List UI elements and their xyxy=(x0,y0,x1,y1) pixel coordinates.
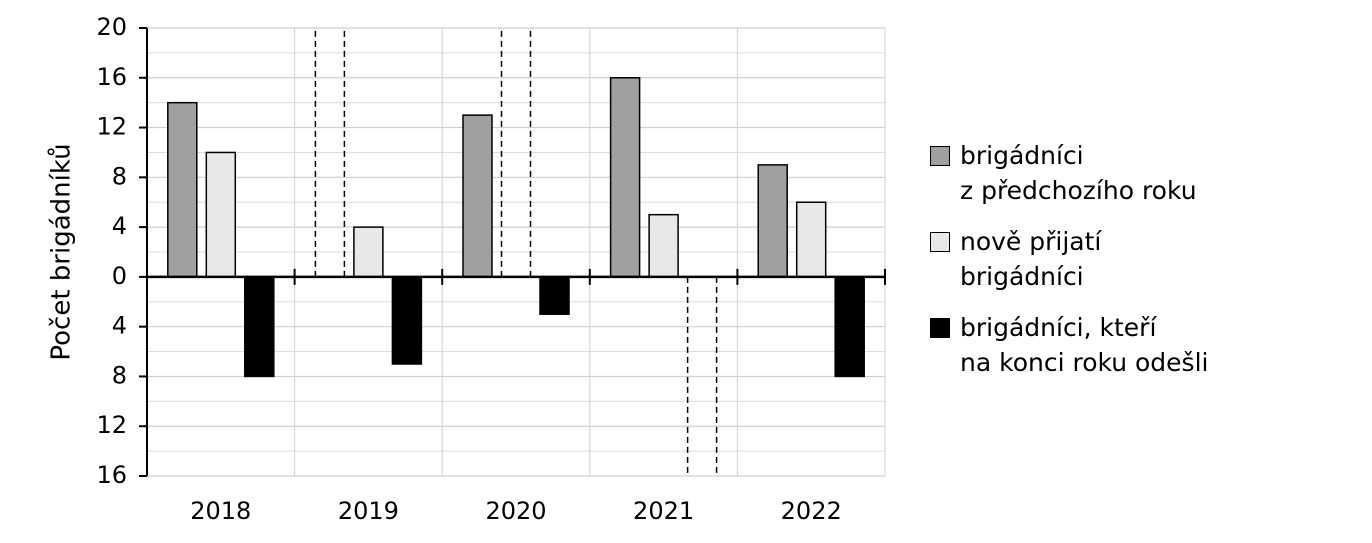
legend-swatch xyxy=(930,318,950,338)
y-tick-label: 4 xyxy=(112,312,127,340)
bar xyxy=(795,201,827,278)
legend-item: brigádníci z předchozího roku xyxy=(930,138,1350,208)
bar xyxy=(462,114,493,278)
y-tick-label: 8 xyxy=(112,162,127,190)
x-tick-label: 2020 xyxy=(485,497,546,525)
legend-label: brigádníci, kteří na konci roku odešli xyxy=(960,313,1209,377)
bar xyxy=(609,77,641,278)
legend-item: brigádníci, kteří na konci roku odešli xyxy=(930,310,1350,380)
legend: brigádníci z předchozího roku nově přijat… xyxy=(930,138,1350,396)
bar xyxy=(539,276,570,315)
y-tick-label: 12 xyxy=(96,411,127,439)
y-tick-label: 12 xyxy=(96,113,127,141)
bar xyxy=(167,101,198,278)
bar xyxy=(648,213,679,278)
y-tick-label: 20 xyxy=(96,13,127,41)
bar xyxy=(205,151,237,278)
y-axis-title: Počet brigádníků xyxy=(47,143,77,360)
x-tick-label: 2022 xyxy=(781,497,842,525)
y-tick-label: 16 xyxy=(96,63,127,91)
y-tick-label: 8 xyxy=(112,361,127,389)
legend-label: brigádníci z předchozího roku xyxy=(960,141,1197,205)
x-tick-label: 2018 xyxy=(190,497,251,525)
bar xyxy=(353,226,384,278)
bar xyxy=(244,276,275,378)
legend-item: nově přijatí brigádníci xyxy=(930,224,1350,294)
legend-label: nově přijatí brigádníci xyxy=(960,227,1102,291)
bar xyxy=(834,276,865,378)
y-tick-label: 16 xyxy=(96,461,127,489)
x-tick-label: 2021 xyxy=(633,497,694,525)
bar xyxy=(391,276,423,365)
y-tick-label: 0 xyxy=(112,262,127,290)
legend-swatch xyxy=(930,232,950,252)
bar xyxy=(757,164,788,278)
y-tick-label: 4 xyxy=(112,212,127,240)
legend-swatch xyxy=(930,146,950,166)
x-tick-label: 2019 xyxy=(338,497,399,525)
